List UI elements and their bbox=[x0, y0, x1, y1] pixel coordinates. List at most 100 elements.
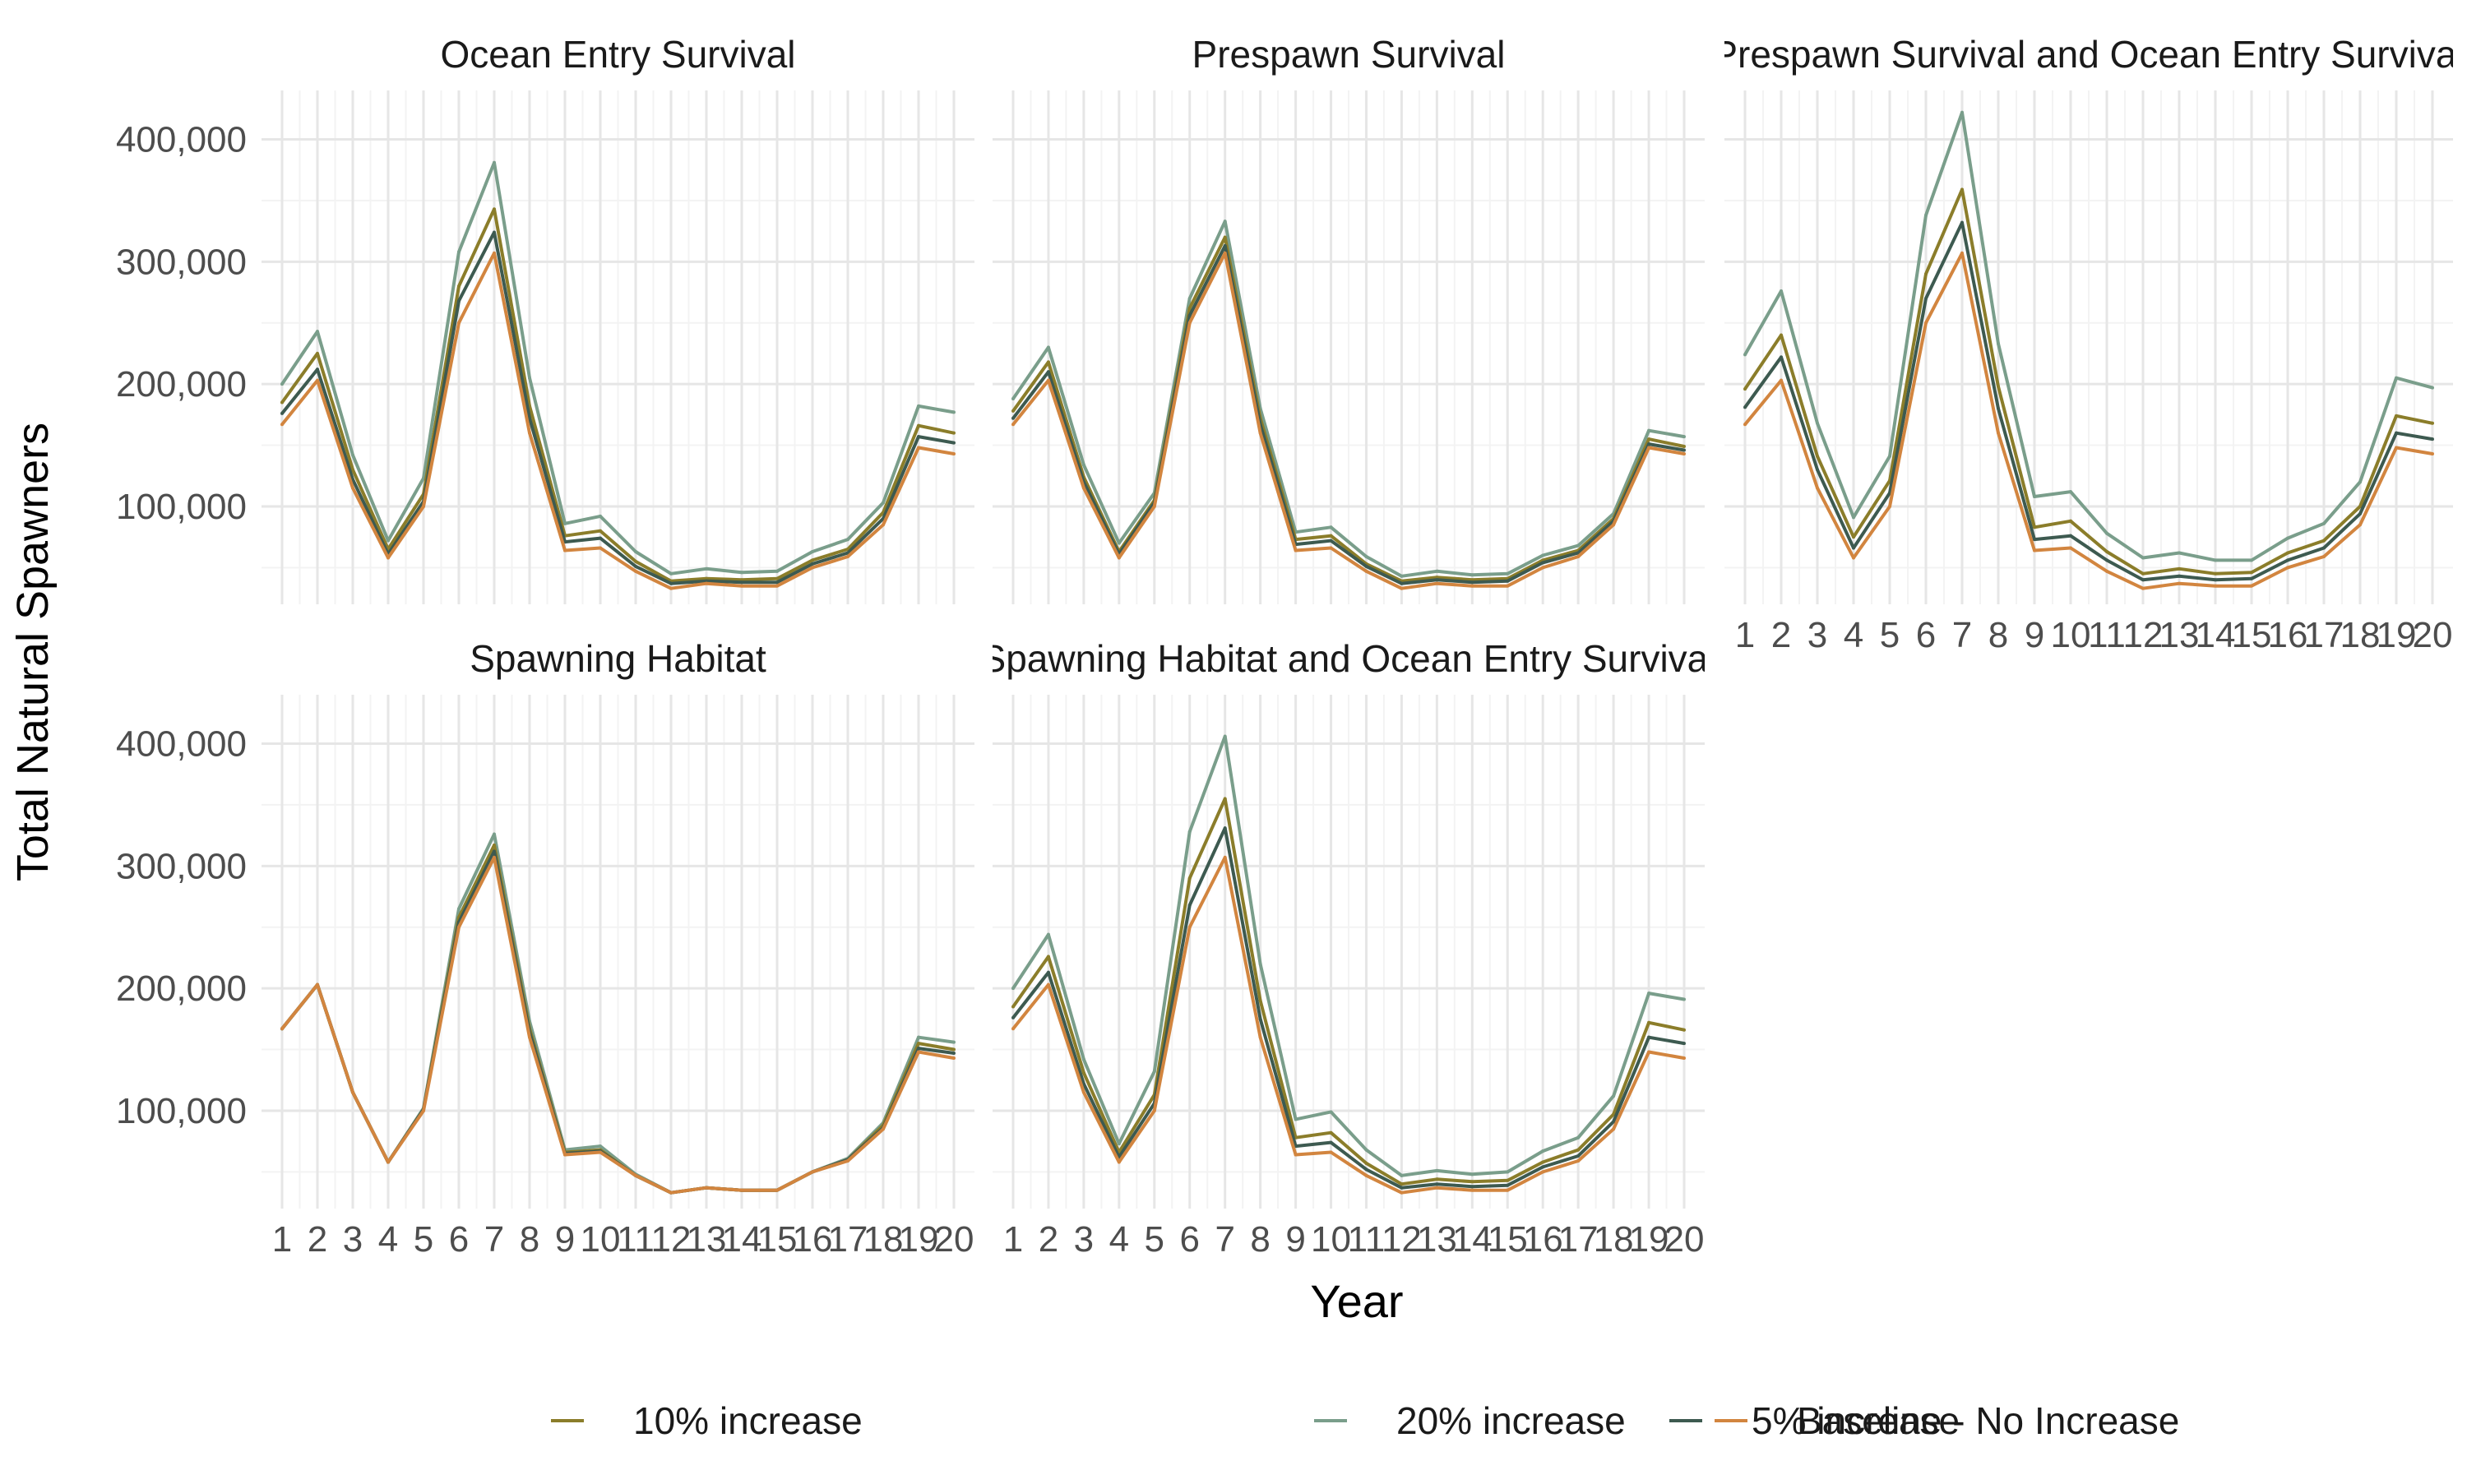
x-tick-label: 13 bbox=[1417, 1219, 1457, 1260]
data-point bbox=[669, 1191, 673, 1195]
panel-title: Prespawn Survival and Ocean Entry Surviv… bbox=[1712, 33, 2465, 76]
data-point bbox=[882, 523, 885, 526]
data-point bbox=[1852, 556, 1855, 559]
data-point bbox=[493, 231, 496, 234]
x-tick-label: 14 bbox=[1452, 1219, 1493, 1260]
data-point bbox=[1153, 505, 1156, 508]
data-point bbox=[775, 580, 779, 584]
data-point bbox=[1188, 297, 1192, 300]
data-point bbox=[1506, 585, 1509, 588]
y-tick-label: 200,000 bbox=[116, 364, 247, 405]
data-point bbox=[1997, 432, 2000, 435]
x-tick-label: 4 bbox=[1844, 615, 1863, 655]
data-point bbox=[2322, 555, 2326, 558]
x-tick-label: 11 bbox=[617, 1219, 655, 1260]
data-point bbox=[1188, 876, 1192, 880]
data-point bbox=[280, 400, 284, 404]
data-point bbox=[316, 352, 319, 355]
data-point bbox=[1852, 547, 1855, 550]
facet-panels: Ocean Entry Survival 100,000 200,000 300,00… bbox=[116, 33, 2465, 1260]
data-point bbox=[493, 207, 496, 210]
data-point bbox=[2322, 522, 2326, 525]
data-point bbox=[1852, 535, 1855, 539]
data-point bbox=[1647, 1051, 1650, 1054]
x-tick-label: 10 bbox=[581, 1219, 621, 1260]
data-point bbox=[457, 926, 461, 929]
data-point bbox=[634, 550, 637, 553]
data-point bbox=[2033, 549, 2036, 552]
data-point bbox=[740, 580, 743, 584]
data-point bbox=[1470, 580, 1474, 584]
x-tick-label: 16 bbox=[793, 1219, 833, 1260]
x-tick-label: 7 bbox=[1215, 1219, 1234, 1260]
data-point bbox=[952, 432, 956, 435]
data-point bbox=[316, 330, 319, 333]
data-point bbox=[1612, 523, 1615, 526]
data-point bbox=[2250, 571, 2253, 574]
x-tick-label: 7 bbox=[484, 1219, 504, 1260]
data-point bbox=[1780, 355, 1783, 358]
data-point bbox=[1364, 555, 1368, 558]
data-point bbox=[1330, 547, 1333, 550]
y-tick-label: 300,000 bbox=[116, 242, 247, 282]
data-point bbox=[1224, 244, 1227, 247]
x-tick-label: 14 bbox=[2196, 615, 2236, 655]
data-point bbox=[1576, 1154, 1580, 1158]
x-tick-label: 20 bbox=[934, 1219, 974, 1260]
x-axis-title: Year bbox=[1310, 1275, 1403, 1327]
data-point bbox=[1647, 429, 1650, 432]
data-point bbox=[2105, 570, 2108, 573]
data-point bbox=[1224, 252, 1227, 255]
data-point bbox=[811, 566, 814, 569]
x-tick-label: 19 bbox=[899, 1219, 939, 1260]
data-point bbox=[1435, 1186, 1438, 1190]
data-point bbox=[1188, 314, 1192, 317]
data-point bbox=[1435, 570, 1438, 573]
x-tick-label: 9 bbox=[1285, 1219, 1305, 1260]
data-point bbox=[1400, 1186, 1403, 1190]
data-point bbox=[1188, 926, 1192, 929]
data-point bbox=[2395, 446, 2398, 450]
x-tick-label: 6 bbox=[449, 1219, 469, 1260]
data-point bbox=[1118, 542, 1121, 545]
data-point bbox=[599, 1144, 602, 1148]
data-point bbox=[1780, 334, 1783, 337]
x-tick-label: 20 bbox=[1664, 1219, 1705, 1260]
data-point bbox=[1506, 572, 1509, 576]
data-point bbox=[457, 284, 461, 288]
data-point bbox=[1364, 1174, 1368, 1177]
data-point bbox=[1743, 405, 1747, 409]
x-tick-label: 9 bbox=[2025, 615, 2044, 655]
y-tick-label: 100,000 bbox=[116, 487, 247, 527]
data-point bbox=[1435, 582, 1438, 585]
data-point bbox=[952, 442, 956, 445]
data-point bbox=[1188, 321, 1192, 325]
data-point bbox=[1960, 252, 1964, 255]
x-tick-label: 8 bbox=[520, 1219, 539, 1260]
data-point bbox=[2358, 523, 2362, 526]
data-point bbox=[2431, 386, 2434, 390]
data-point bbox=[2105, 550, 2108, 553]
x-tick-label: 5 bbox=[414, 1219, 433, 1260]
data-point bbox=[2431, 437, 2434, 441]
data-point bbox=[316, 379, 319, 382]
data-point bbox=[917, 424, 920, 428]
data-point bbox=[1011, 1005, 1015, 1008]
x-tick-label: 12 bbox=[651, 1219, 692, 1260]
data-point bbox=[1612, 1127, 1615, 1130]
x-tick-label: 1 bbox=[1003, 1219, 1023, 1260]
legend-label: 20% increase bbox=[1396, 1399, 1626, 1442]
data-point bbox=[1816, 487, 1819, 490]
data-point bbox=[2141, 587, 2145, 590]
x-tick-label: 17 bbox=[1558, 1219, 1599, 1260]
data-point bbox=[1470, 585, 1474, 588]
data-point bbox=[2250, 585, 2253, 588]
data-point bbox=[1011, 423, 1015, 426]
x-tick-label: 7 bbox=[1952, 615, 1972, 655]
legend-label: 10% increase bbox=[633, 1399, 863, 1442]
data-point bbox=[1224, 856, 1227, 859]
data-point bbox=[669, 587, 673, 590]
data-point bbox=[1470, 1189, 1474, 1192]
data-point bbox=[1541, 1149, 1544, 1153]
data-point bbox=[528, 377, 531, 380]
